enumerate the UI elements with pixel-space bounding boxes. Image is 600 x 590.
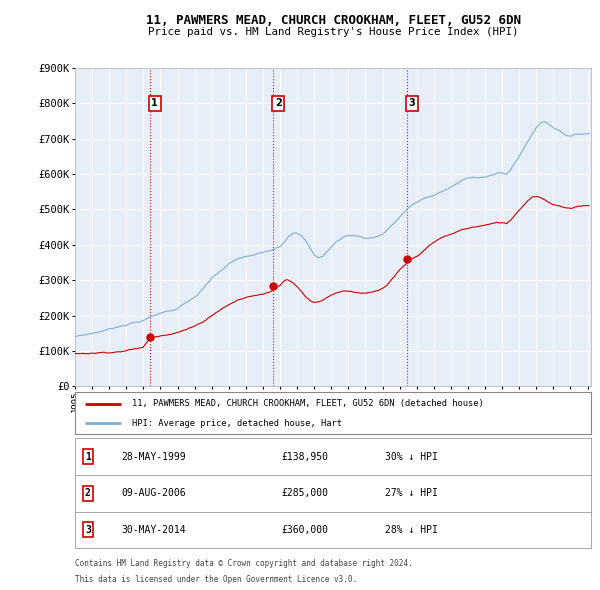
Text: 27% ↓ HPI: 27% ↓ HPI — [385, 489, 437, 498]
Text: 30% ↓ HPI: 30% ↓ HPI — [385, 452, 437, 461]
Text: 3: 3 — [85, 525, 91, 535]
Text: 3: 3 — [409, 99, 415, 108]
Text: Contains HM Land Registry data © Crown copyright and database right 2024.: Contains HM Land Registry data © Crown c… — [75, 559, 413, 568]
Text: 30-MAY-2014: 30-MAY-2014 — [121, 525, 186, 535]
Text: 28-MAY-1999: 28-MAY-1999 — [121, 452, 186, 461]
Text: Price paid vs. HM Land Registry's House Price Index (HPI): Price paid vs. HM Land Registry's House … — [148, 28, 518, 37]
Text: 28% ↓ HPI: 28% ↓ HPI — [385, 525, 437, 535]
Text: 11, PAWMERS MEAD, CHURCH CROOKHAM, FLEET, GU52 6DN (detached house): 11, PAWMERS MEAD, CHURCH CROOKHAM, FLEET… — [132, 399, 484, 408]
Text: 1: 1 — [85, 452, 91, 461]
Text: £360,000: £360,000 — [281, 525, 328, 535]
Text: 2: 2 — [275, 99, 281, 108]
Text: £138,950: £138,950 — [281, 452, 328, 461]
Text: 1: 1 — [151, 99, 158, 108]
Text: This data is licensed under the Open Government Licence v3.0.: This data is licensed under the Open Gov… — [75, 575, 357, 584]
Text: HPI: Average price, detached house, Hart: HPI: Average price, detached house, Hart — [132, 419, 342, 428]
Text: 11, PAWMERS MEAD, CHURCH CROOKHAM, FLEET, GU52 6DN: 11, PAWMERS MEAD, CHURCH CROOKHAM, FLEET… — [146, 14, 521, 27]
Text: 2: 2 — [85, 489, 91, 498]
Text: £285,000: £285,000 — [281, 489, 328, 498]
Text: 09-AUG-2006: 09-AUG-2006 — [121, 489, 186, 498]
